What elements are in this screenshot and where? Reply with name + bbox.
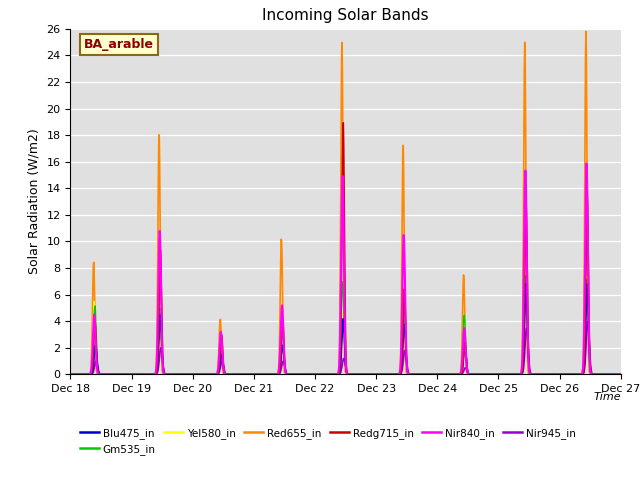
Blu475_in <box>522 281 530 287</box>
Nir945_in <box>584 319 591 324</box>
Legend: Blu475_in, Gm535_in, Yel580_in, Red655_in, Redg715_in, Nir840_in, Nir945_in: Blu475_in, Gm535_in, Yel580_in, Red655_i… <box>76 424 580 459</box>
Text: Time: Time <box>593 392 621 402</box>
Redg715_in <box>67 372 74 377</box>
Line: Nir840_in: Nir840_in <box>70 164 621 374</box>
Nir840_in <box>452 372 460 377</box>
Line: Red655_in: Red655_in <box>70 32 621 374</box>
Gm535_in <box>452 372 460 377</box>
Y-axis label: Solar Radiation (W/m2): Solar Radiation (W/m2) <box>28 129 41 275</box>
Nir945_in <box>579 372 586 377</box>
Yel580_in <box>452 372 460 377</box>
Blu475_in <box>617 372 625 377</box>
Red655_in <box>617 372 625 377</box>
Blu475_in <box>452 372 460 377</box>
Nir840_in <box>102 372 109 377</box>
Nir945_in <box>617 372 625 377</box>
Redg715_in <box>481 372 488 377</box>
Nir840_in <box>67 372 74 377</box>
Nir945_in <box>381 372 388 377</box>
Red655_in <box>67 372 74 377</box>
Blu475_in <box>480 372 488 377</box>
Red655_in <box>102 372 109 377</box>
Yel580_in <box>480 372 488 377</box>
Nir840_in <box>582 161 590 167</box>
Blu475_in <box>103 372 111 377</box>
Red655_in <box>480 372 488 377</box>
Redg715_in <box>339 120 347 126</box>
Gm535_in <box>102 372 109 377</box>
Red655_in <box>579 371 586 376</box>
Redg715_in <box>579 372 586 377</box>
Gm535_in <box>522 273 529 279</box>
Redg715_in <box>452 372 460 377</box>
Red655_in <box>103 372 111 377</box>
Red655_in <box>452 372 460 377</box>
Blu475_in <box>67 372 74 377</box>
Nir840_in <box>103 372 111 377</box>
Gm535_in <box>579 371 586 376</box>
Blu475_in <box>579 371 586 377</box>
Blu475_in <box>102 372 109 377</box>
Nir945_in <box>67 372 74 377</box>
Line: Redg715_in: Redg715_in <box>70 123 621 374</box>
Nir945_in <box>480 372 488 377</box>
Line: Blu475_in: Blu475_in <box>70 284 621 374</box>
Nir945_in <box>452 372 460 377</box>
Yel580_in <box>522 269 529 275</box>
Nir840_in <box>480 372 488 377</box>
Blu475_in <box>381 372 388 377</box>
Line: Gm535_in: Gm535_in <box>70 276 621 374</box>
Gm535_in <box>103 372 111 377</box>
Yel580_in <box>67 372 74 377</box>
Red655_in <box>582 29 590 35</box>
Yel580_in <box>103 372 111 377</box>
Redg715_in <box>617 372 625 377</box>
Nir945_in <box>103 372 111 377</box>
Line: Yel580_in: Yel580_in <box>70 272 621 374</box>
Nir840_in <box>579 371 586 376</box>
Text: BA_arable: BA_arable <box>84 38 154 51</box>
Title: Incoming Solar Bands: Incoming Solar Bands <box>262 9 429 24</box>
Nir840_in <box>617 372 625 377</box>
Yel580_in <box>579 371 586 376</box>
Redg715_in <box>381 372 388 377</box>
Nir945_in <box>102 372 109 377</box>
Nir840_in <box>381 372 388 377</box>
Redg715_in <box>102 372 109 377</box>
Line: Nir945_in: Nir945_in <box>70 322 621 374</box>
Yel580_in <box>102 372 109 377</box>
Redg715_in <box>103 372 111 377</box>
Gm535_in <box>617 372 625 377</box>
Gm535_in <box>480 372 488 377</box>
Yel580_in <box>381 372 388 377</box>
Gm535_in <box>381 372 388 377</box>
Yel580_in <box>617 372 625 377</box>
Gm535_in <box>67 372 74 377</box>
Red655_in <box>381 372 388 377</box>
